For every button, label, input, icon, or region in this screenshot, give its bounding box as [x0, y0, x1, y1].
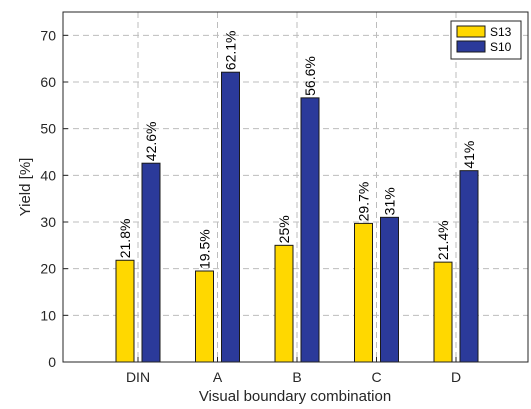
data-label: 21.8% [117, 219, 133, 259]
plot-frame [62, 11, 529, 363]
bar-s10-a [221, 71, 240, 363]
legend-label-s10: S10 [490, 40, 512, 54]
y-axis-ticks: 0 10 20 30 40 50 60 70 [40, 27, 68, 370]
y-tick-label: 40 [40, 167, 56, 183]
y-tick-label: 10 [40, 307, 56, 323]
x-tick-label: C [371, 369, 381, 385]
data-label: 19.5% [197, 229, 213, 269]
data-label: 31% [382, 187, 398, 215]
grid-lines [63, 12, 528, 362]
data-label: 21.4% [435, 220, 451, 260]
data-label: 29.7% [356, 182, 372, 222]
x-axis-title: Visual boundary combination [199, 388, 391, 405]
y-tick-label: 50 [40, 121, 56, 137]
data-labels: 21.8% 19.5% 25% 29.7% 21.4% 42.6% 62.1% 56.6% 31… [117, 30, 477, 269]
y-tick-label: 0 [48, 354, 56, 370]
data-label: 25% [276, 215, 292, 243]
data-label: 56.6% [302, 56, 318, 96]
y-tick-label: 20 [40, 261, 56, 277]
legend-swatch-s13 [456, 25, 486, 38]
bar-s13-a [195, 270, 214, 363]
x-tick-label: D [451, 369, 461, 385]
bar-s10-c [380, 216, 399, 363]
y-tick-label: 70 [40, 27, 56, 43]
x-tick-label: A [213, 369, 223, 385]
y-tick-label: 30 [40, 214, 56, 230]
x-tick-label: DIN [126, 369, 150, 385]
data-label: 62.1% [223, 30, 239, 70]
y-axis-title: Yield [%] [17, 158, 34, 217]
bar-s10-d [459, 170, 479, 363]
legend-swatch-s10 [456, 40, 486, 53]
legend-label-s13: S13 [490, 25, 512, 39]
data-label: 42.6% [143, 121, 159, 161]
bar-s13-d [433, 261, 453, 363]
bar-s10-din [141, 162, 161, 363]
bar-s13-din [115, 259, 135, 363]
bar-s10-b [300, 97, 320, 363]
x-tick-label: B [292, 369, 301, 385]
bar-s13-b [274, 244, 294, 363]
bars [115, 71, 479, 363]
bar-s13-c [354, 222, 373, 363]
y-tick-label: 60 [40, 74, 56, 90]
x-axis-ticks: DIN A B C D [126, 357, 461, 385]
data-label: 41% [461, 141, 477, 169]
